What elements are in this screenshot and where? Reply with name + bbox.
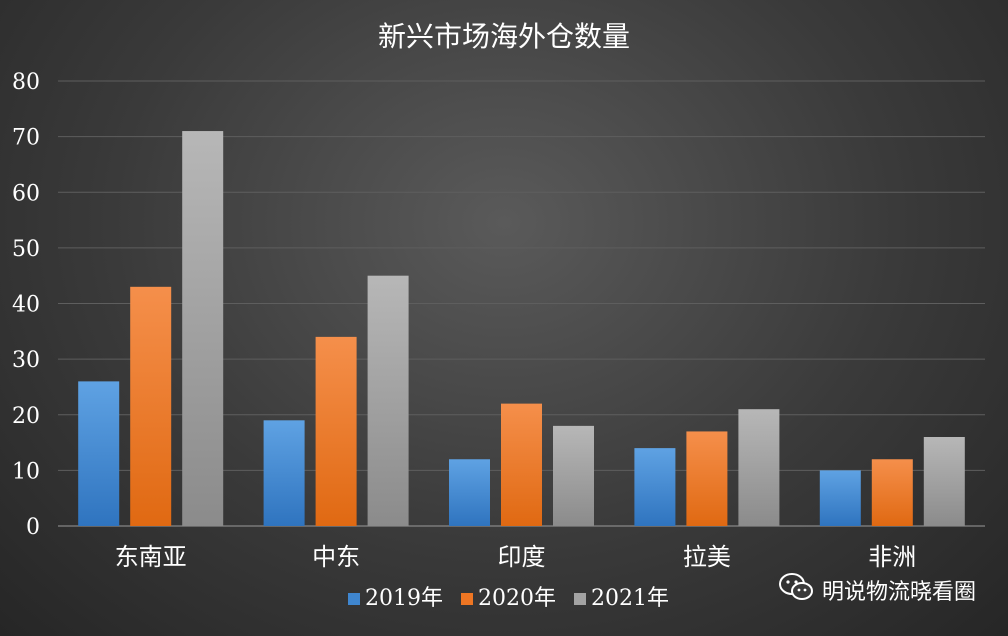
y-tick-label: 80 [12,70,40,95]
bar-非洲-2020年 [871,459,913,526]
bar-中东-2021年 [367,275,409,526]
watermark-text: 明说物流晓看圈 [821,580,976,605]
wechat-icon [778,572,814,608]
bar-中东-2019年 [263,420,305,526]
bar-印度-2019年 [449,459,490,526]
y-tick-label: 50 [12,237,40,262]
x-tick-label: 中东 [312,543,360,571]
bar-非洲-2019年 [819,470,861,526]
y-tick-label: 0 [26,515,40,540]
bar-拉美-2019年 [634,448,676,526]
bar-拉美-2020年 [686,431,728,526]
chart-title: 新兴市场海外仓数量 [378,20,630,53]
legend-swatch [574,593,586,605]
bar-非洲-2021年 [923,437,965,526]
x-tick-label: 印度 [498,543,546,571]
legend-swatch [461,593,473,605]
y-axis: 0 10 20 30 40 50 60 70 80 [12,70,40,540]
y-tick-label: 60 [12,181,40,206]
bars [78,131,965,526]
bar-印度-2020年 [501,403,542,526]
legend-swatch [348,593,360,605]
bar-印度-2021年 [553,425,594,526]
legend-label: 2019年 [365,586,443,611]
y-tick-label: 30 [12,348,40,373]
bar-拉美-2021年 [738,409,780,526]
legend-label: 2021年 [591,586,669,611]
legend: 2019年 2020年 2021年 [348,586,669,611]
x-tick-label: 非洲 [868,543,916,571]
bar-东南亚-2021年 [182,131,224,526]
y-tick-label: 20 [12,404,40,429]
y-tick-label: 40 [12,293,40,318]
watermark: 明说物流晓看圈 [778,572,976,608]
x-tick-label: 东南亚 [115,543,187,571]
x-axis: 东南亚 中东 印度 拉美 非洲 [115,543,917,571]
bar-东南亚-2020年 [130,286,172,526]
y-tick-label: 70 [12,126,40,151]
y-tick-label: 10 [12,459,40,484]
legend-label: 2020年 [478,586,556,611]
x-tick-label: 拉美 [683,543,731,571]
bar-中东-2020年 [315,336,357,526]
bar-东南亚-2019年 [78,381,120,526]
